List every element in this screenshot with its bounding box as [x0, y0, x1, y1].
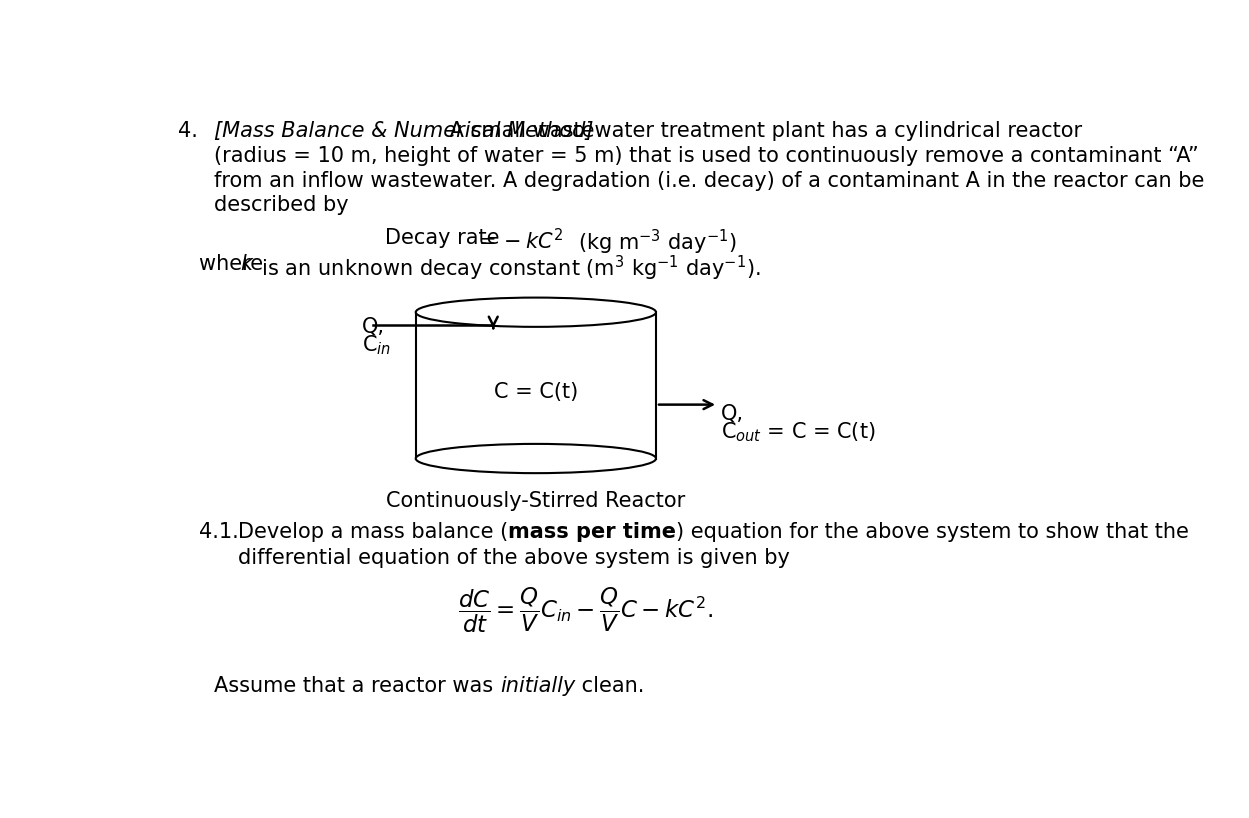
Text: Assume that a reactor was: Assume that a reactor was [215, 676, 500, 695]
Text: initially: initially [500, 676, 576, 695]
Ellipse shape [416, 298, 656, 327]
Text: mass per time: mass per time [508, 522, 676, 542]
Text: Q,: Q, [361, 316, 385, 336]
Text: from an inflow wastewater. A degradation (i.e. decay) of a contaminant A in the : from an inflow wastewater. A degradation… [215, 170, 1204, 191]
Text: A small wastewater treatment plant has a cylindrical reactor: A small wastewater treatment plant has a… [443, 121, 1082, 142]
Text: 4.: 4. [177, 121, 197, 142]
Text: described by: described by [215, 196, 348, 215]
Text: $= -kC^2$: $= -kC^2$ [473, 227, 563, 253]
Text: C$_{in}$: C$_{in}$ [361, 333, 391, 357]
Text: (radius = 10 m, height of water = 5 m) that is used to continuously remove a con: (radius = 10 m, height of water = 5 m) t… [215, 146, 1199, 166]
Text: mass per time: mass per time [508, 522, 676, 542]
Text: Develop a mass balance (: Develop a mass balance ( [237, 522, 508, 542]
Text: Develop a mass balance (: Develop a mass balance ( [237, 522, 508, 542]
Text: $k$: $k$ [240, 254, 255, 274]
Text: 4.1.: 4.1. [199, 522, 239, 542]
Text: Decay rate: Decay rate [385, 227, 506, 248]
Text: Assume that a reactor was: Assume that a reactor was [215, 676, 500, 695]
Text: initially: initially [500, 676, 576, 695]
Bar [416, 312, 656, 459]
Text: $\dfrac{dC}{dt} = \dfrac{Q}{V}C_{in} - \dfrac{Q}{V}C - kC^2.$: $\dfrac{dC}{dt} = \dfrac{Q}{V}C_{in} - \… [458, 586, 713, 635]
Text: [Mass Balance & Numerical Method]: [Mass Balance & Numerical Method] [215, 121, 593, 142]
Text: Continuously-Stirred Reactor: Continuously-Stirred Reactor [386, 491, 686, 511]
Text: is an unknown decay constant (m$^3$ kg$^{-1}$ day$^{-1}$).: is an unknown decay constant (m$^3$ kg$^… [255, 254, 761, 283]
Text: (kg m$^{-3}$ day$^{-1}$): (kg m$^{-3}$ day$^{-1}$) [578, 227, 737, 257]
Text: ) equation for the above system to show that the: ) equation for the above system to show … [676, 522, 1189, 542]
Text: where: where [199, 254, 270, 274]
Text: C$_{out}$ = C = C(t): C$_{out}$ = C = C(t) [721, 420, 876, 443]
Ellipse shape [416, 444, 656, 473]
Text: differential equation of the above system is given by: differential equation of the above syste… [237, 548, 789, 568]
Text: Q,: Q, [721, 403, 744, 423]
Text: clean.: clean. [576, 676, 644, 695]
Text: C = C(t): C = C(t) [493, 381, 578, 402]
